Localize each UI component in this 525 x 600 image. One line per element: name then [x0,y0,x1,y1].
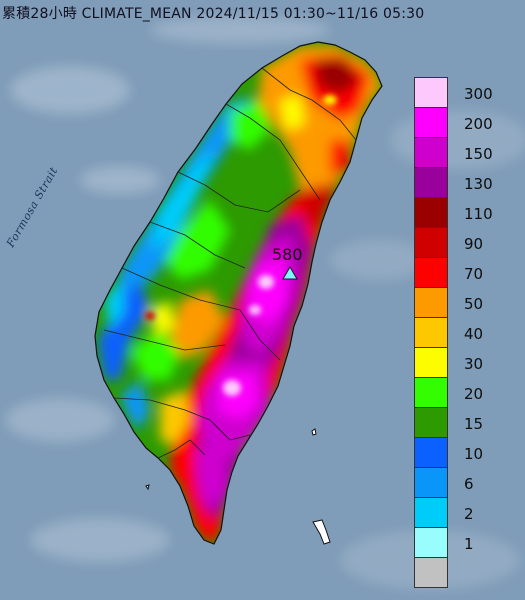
outlying-islands [145,428,331,545]
legend-swatch [414,317,448,348]
legend-label: 150 [464,145,493,163]
cloud-texture [5,16,525,590]
legend-label: 50 [464,295,484,313]
legend-label: 1 [464,535,474,553]
legend-swatch [414,407,448,438]
map-title: 累積28小時 CLIMATE_MEAN 2024/11/15 01:30~11/… [2,6,425,22]
legend-swatch [414,467,448,498]
legend-label: 300 [464,85,493,103]
legend-swatch [414,197,448,228]
legend-label: 30 [464,355,484,373]
legend-label: 40 [464,325,484,343]
legend-swatch [414,527,448,558]
peak-value-label: 580 [272,245,303,264]
legend-swatch [414,257,448,288]
legend-swatch [414,557,448,588]
legend-label: 6 [464,475,474,493]
county-boundaries [103,67,357,459]
legend-swatch [414,167,448,198]
legend-label: 2 [464,505,474,523]
legend-label: 110 [464,205,493,223]
legend-swatch [414,347,448,378]
legend-swatch [414,137,448,168]
legend-label: 130 [464,175,493,193]
legend-label: 20 [464,385,484,403]
legend-label: 90 [464,235,484,253]
legend-label: 200 [464,115,493,133]
legend-swatch [414,287,448,318]
legend-swatch [414,497,448,528]
legend-label: 15 [464,415,484,433]
legend-swatch [414,377,448,408]
triangle-marker-icon [282,266,298,280]
legend-swatch [414,437,448,468]
legend-label: 10 [464,445,484,463]
legend-swatch [414,107,448,138]
legend-swatch [414,227,448,258]
legend-label: 70 [464,265,484,283]
legend-swatch [414,77,448,108]
coastline [94,41,383,545]
rainfall-legend [414,77,448,588]
